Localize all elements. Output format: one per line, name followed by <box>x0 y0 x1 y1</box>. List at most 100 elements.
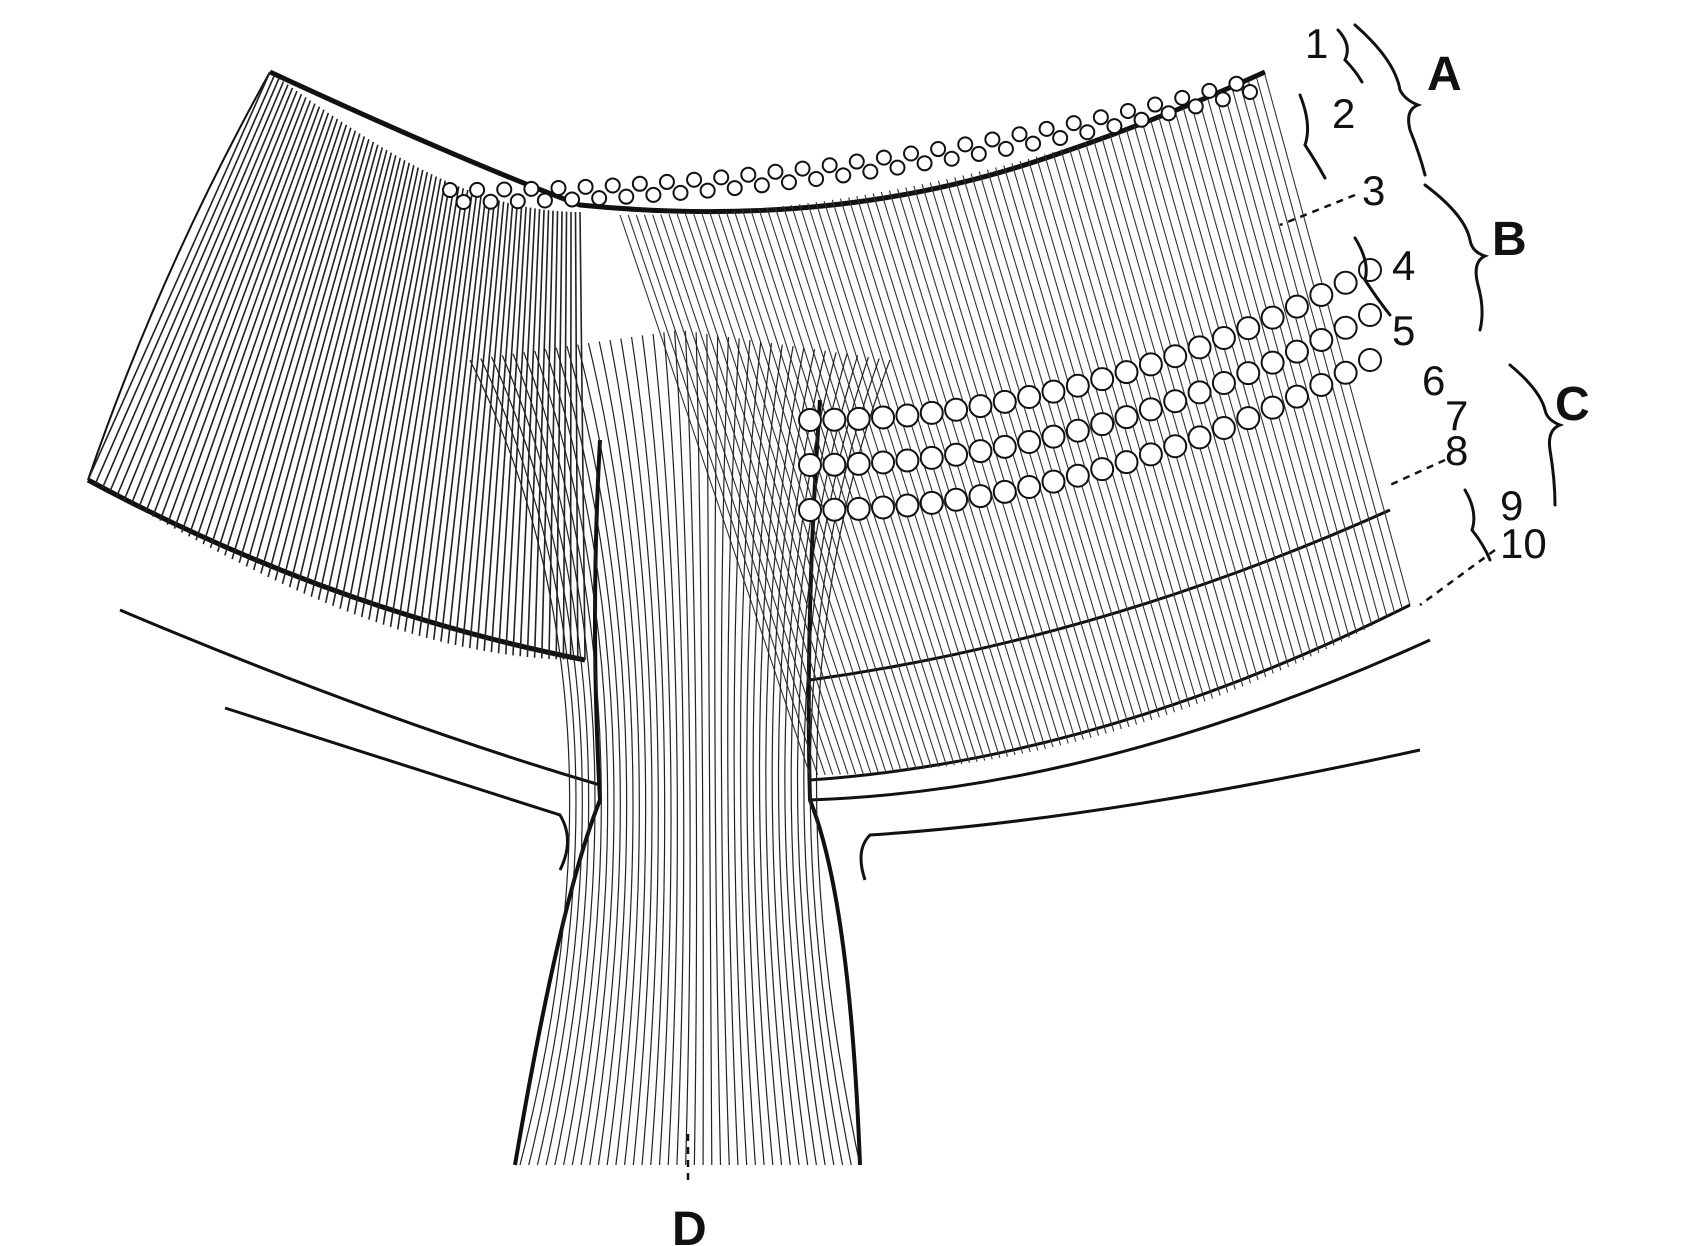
brace-1 <box>1336 28 1364 84</box>
rod-stroke <box>774 206 955 766</box>
nuclear-cell <box>1211 416 1236 441</box>
ganglion-cell <box>1065 115 1082 132</box>
ganglion-cell <box>645 186 662 203</box>
nuclear-cell <box>1187 380 1212 405</box>
nerve-fiber <box>777 350 826 1166</box>
rod-stroke <box>173 109 325 529</box>
rod-stroke <box>116 84 289 497</box>
nuclear-cell <box>1309 327 1334 352</box>
ganglion-cell <box>469 181 486 198</box>
ganglion-cell <box>1133 111 1150 128</box>
rod-stroke <box>709 212 895 772</box>
nuclear-cell <box>1260 350 1285 375</box>
nuclear-cell <box>968 484 993 509</box>
ganglion-cell <box>509 193 526 210</box>
nuclear-cell <box>1187 335 1212 360</box>
rod-stroke <box>766 207 948 767</box>
rod-stroke <box>180 112 330 533</box>
retina-left-top-edge <box>87 71 271 481</box>
ganglion-cell <box>903 145 920 162</box>
rod-stroke <box>872 193 1046 749</box>
rod-stroke <box>461 201 505 647</box>
rod-stroke <box>238 136 366 564</box>
ganglion-cell <box>1160 105 1177 122</box>
rod-stroke <box>303 160 406 594</box>
rod-stroke <box>562 211 568 660</box>
sclera-right-inner <box>809 638 1431 802</box>
rod-stroke <box>375 182 451 623</box>
rod-stroke <box>252 141 375 571</box>
nuclear-cell <box>1358 303 1382 327</box>
nerve-fiber <box>695 332 704 1166</box>
rod-stroke <box>1011 163 1176 713</box>
rod-stroke <box>692 213 879 773</box>
layer-label-4: 4 <box>1392 242 1415 289</box>
ganglion-cell <box>767 163 784 180</box>
group-label-A: A <box>1427 48 1462 101</box>
rod-stroke <box>497 206 527 654</box>
nuclear-cell <box>944 442 969 467</box>
rod-stroke <box>152 100 312 517</box>
rod-stroke <box>701 212 887 773</box>
nuclear-cell <box>1041 379 1066 404</box>
sclera-left-inner <box>119 608 601 787</box>
rod-stroke <box>1264 74 1411 606</box>
ganglion-cell <box>753 177 770 194</box>
ganglion-cell <box>1052 130 1069 147</box>
rod-stroke <box>346 174 433 612</box>
rod-stroke <box>555 211 563 660</box>
nerve-fiber <box>587 342 640 1166</box>
ganglion-cell <box>455 193 472 210</box>
ganglion-cell <box>564 191 581 208</box>
leader-3 <box>1279 193 1356 227</box>
rod-stroke <box>216 127 352 552</box>
nuclear-cell <box>1236 406 1261 431</box>
rod-stroke <box>1084 141 1244 687</box>
rod-stroke <box>260 144 379 574</box>
rod-stroke <box>108 81 285 493</box>
nuclear-cell <box>1358 348 1382 372</box>
nerve-fiber <box>652 333 678 1166</box>
nuclear-cell <box>1358 258 1382 282</box>
nerve-fiber <box>469 359 571 1166</box>
nuclear-cell <box>919 445 944 470</box>
nuclear-cell <box>919 400 944 425</box>
rod-stroke <box>317 165 415 601</box>
ganglion-cell <box>591 190 608 207</box>
nuclear-cell <box>798 408 822 432</box>
ganglion-cell <box>442 182 458 198</box>
rod-stroke <box>188 115 334 537</box>
nerve-fiber <box>577 344 634 1166</box>
ganglion-cell <box>997 140 1014 157</box>
nuclear-cell <box>846 496 871 521</box>
nuclear-cell <box>1090 412 1115 437</box>
group-label-C: C <box>1555 378 1590 431</box>
sclera-right-outer <box>859 748 1421 881</box>
nuclear-cell <box>871 405 896 430</box>
nuclear-cell <box>895 403 920 428</box>
ganglion-cell <box>1079 124 1096 141</box>
nerve-fiber <box>771 349 816 1166</box>
rod-stroke <box>512 208 536 656</box>
nuclear-cell <box>1333 360 1358 385</box>
nuclear-cell <box>1114 405 1139 430</box>
nuclear-cell <box>1017 430 1042 455</box>
retina-inner-surface <box>268 69 1267 215</box>
ganglion-cell <box>984 131 1001 148</box>
nuclear-cell <box>1236 316 1261 341</box>
rod-stroke <box>447 199 496 644</box>
rod-stroke <box>468 202 509 649</box>
brace-group-C <box>1508 363 1565 507</box>
rod-stroke <box>1190 104 1343 642</box>
ganglion-cell <box>848 153 865 170</box>
rod-stroke <box>579 211 586 661</box>
ganglion-cell <box>740 166 757 183</box>
rod-stroke <box>913 185 1084 740</box>
nerve-fiber <box>566 345 628 1166</box>
nuclear-cell <box>871 495 896 520</box>
nuclear-cell <box>1065 373 1090 398</box>
ganglion-cell <box>889 159 906 176</box>
nerve-fiber <box>555 347 621 1166</box>
nuclear-cell <box>1090 457 1115 482</box>
